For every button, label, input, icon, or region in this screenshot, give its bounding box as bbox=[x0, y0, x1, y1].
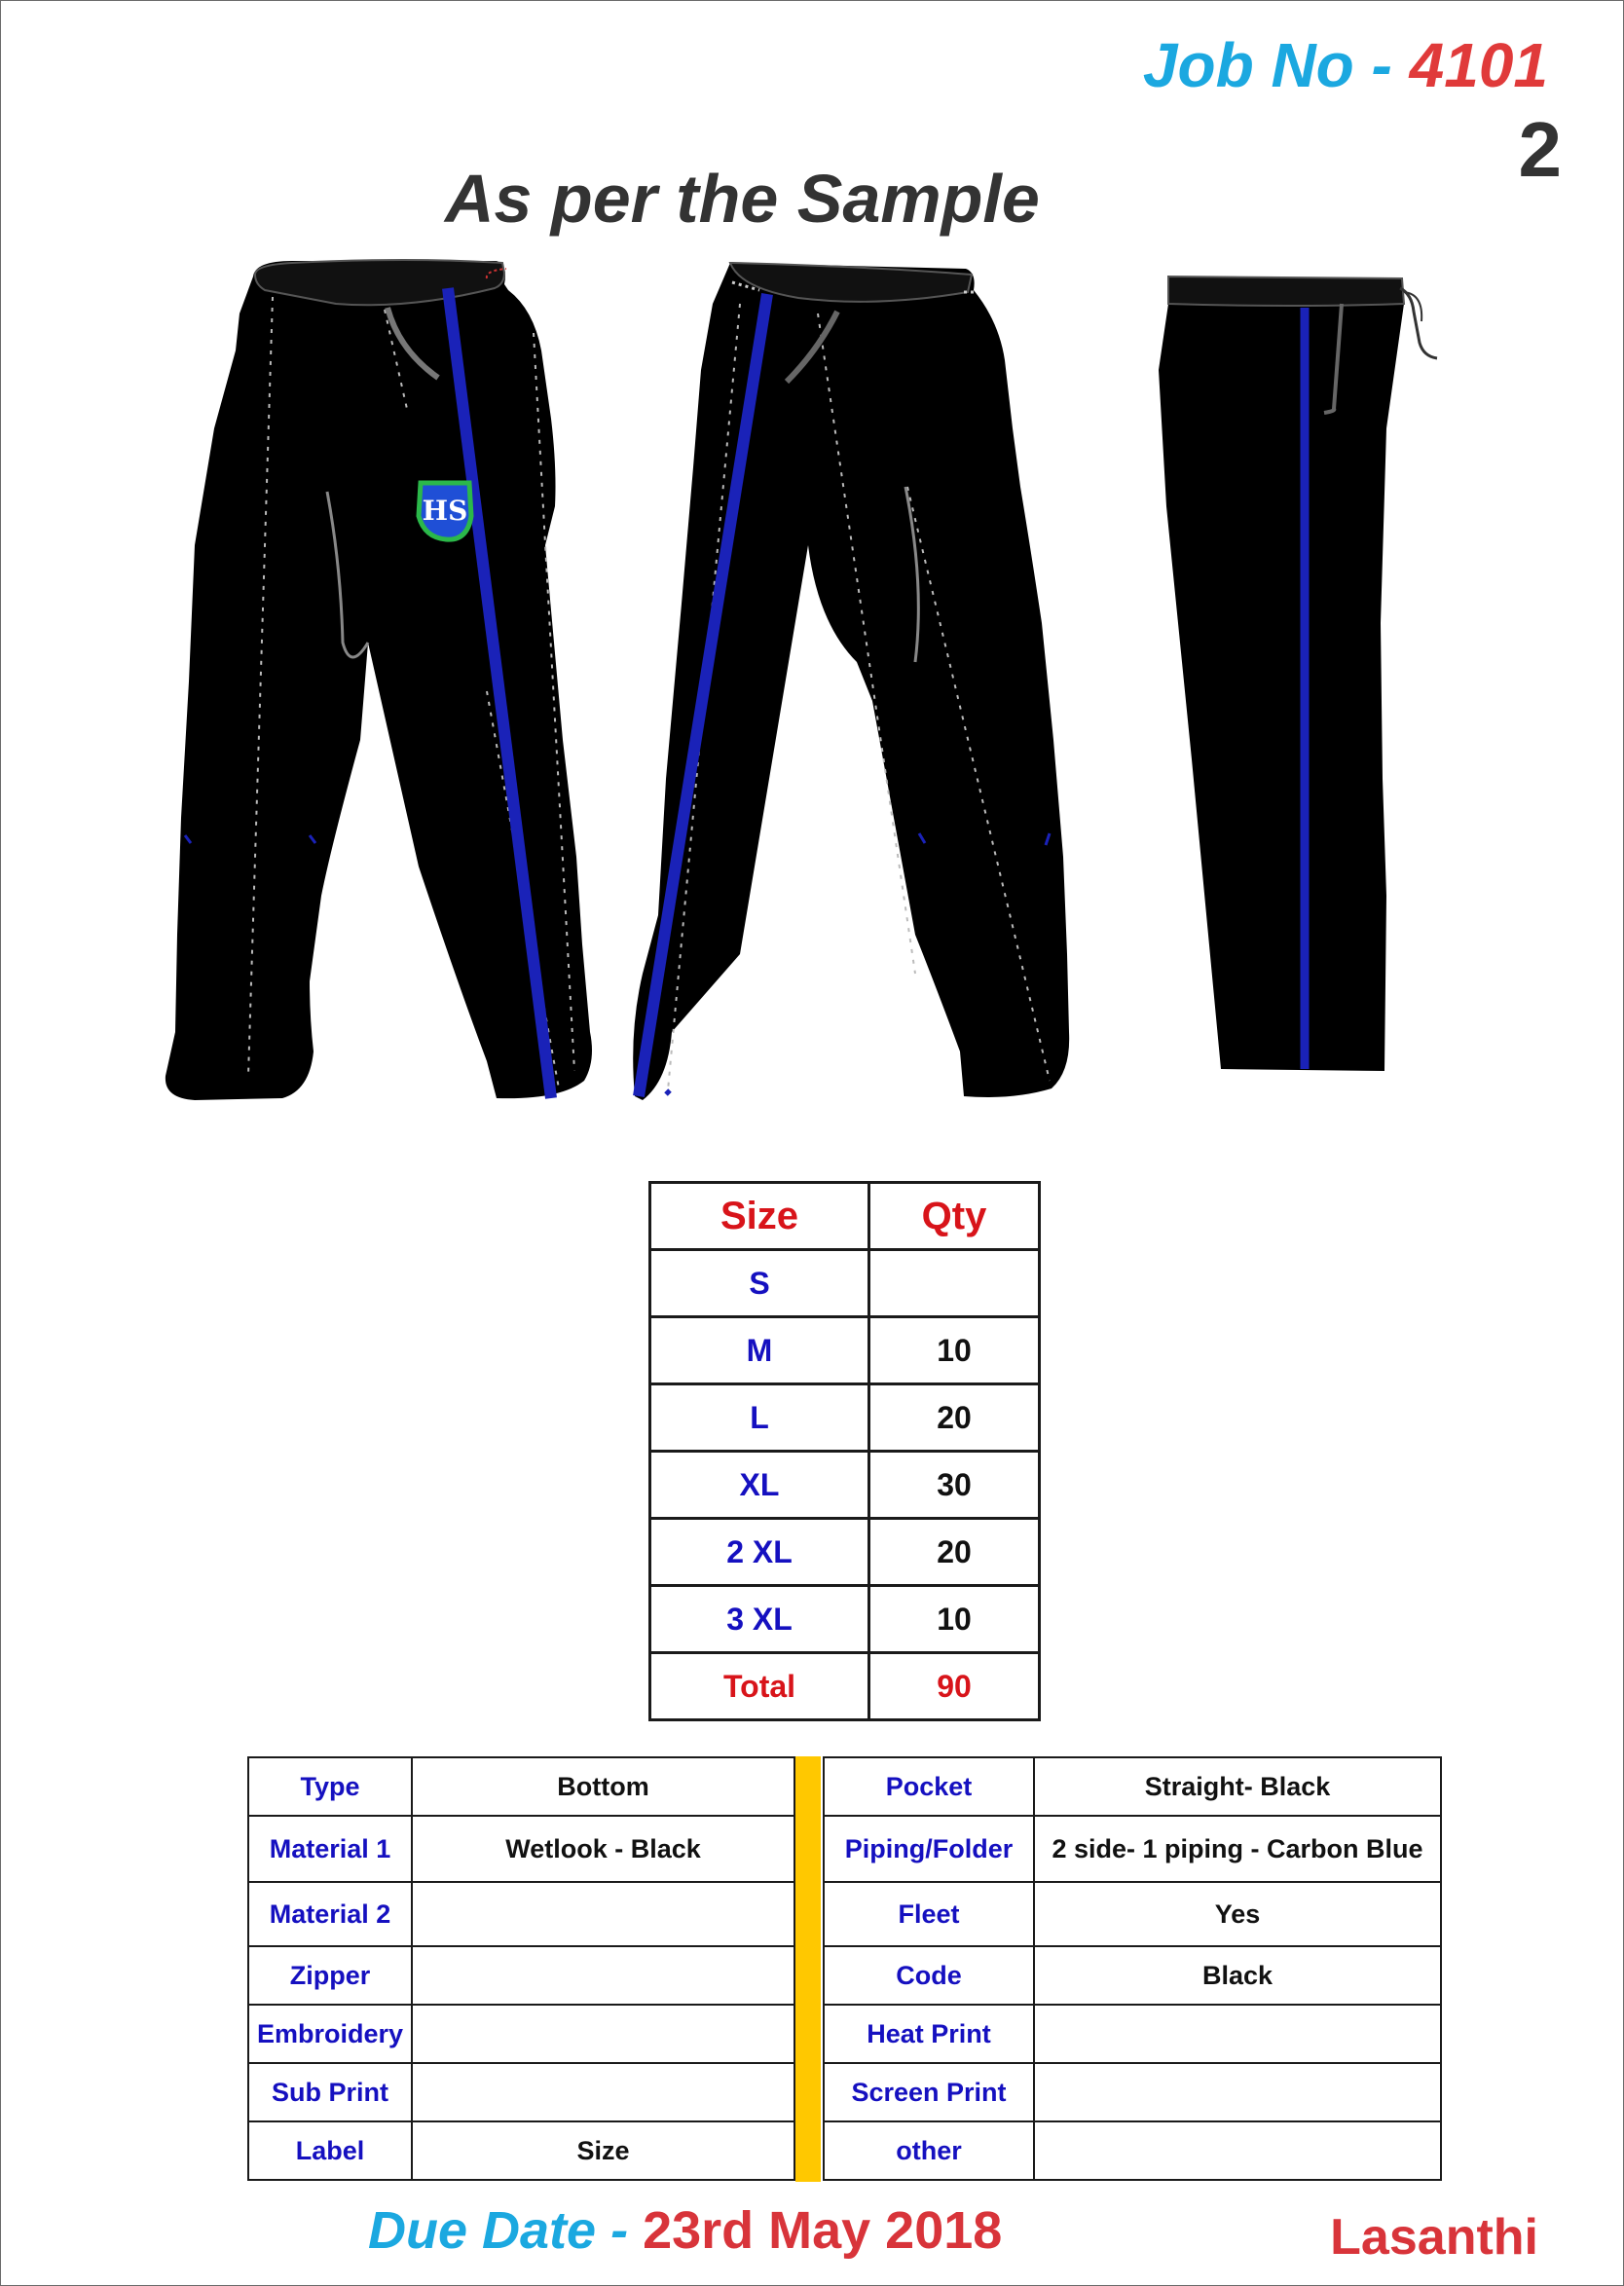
author-name: Lasanthi bbox=[1330, 2209, 1538, 2266]
spec-row: Piping/Folder 2 side- 1 piping - Carbon B… bbox=[823, 1815, 1442, 1883]
spec-key: Fleet bbox=[823, 1881, 1035, 1947]
yellow-divider bbox=[795, 1756, 821, 2182]
spec-value bbox=[1033, 2120, 1442, 2181]
pants-side-icon bbox=[1159, 275, 1438, 1071]
due-date-label: Due Date - bbox=[368, 2201, 644, 2260]
due-date-value: 23rd May 2018 bbox=[643, 2201, 1003, 2260]
spec-value bbox=[1033, 2062, 1442, 2122]
table-row: M 10 bbox=[648, 1315, 1041, 1385]
spec-key: Material 2 bbox=[247, 1881, 413, 1947]
school-crest-icon: HS bbox=[416, 480, 474, 542]
table-row: L 20 bbox=[648, 1383, 1041, 1453]
crest-text: HS bbox=[423, 495, 468, 527]
spec-row: Screen Print bbox=[823, 2062, 1442, 2122]
spec-row: Type Bottom bbox=[247, 1756, 795, 1817]
size-cell: 2 XL bbox=[648, 1517, 870, 1587]
total-label: Total bbox=[648, 1651, 870, 1721]
job-number: Job No - 4101 bbox=[1143, 29, 1548, 101]
qty-cell: 20 bbox=[867, 1517, 1041, 1587]
spec-key: Piping/Folder bbox=[823, 1815, 1035, 1883]
spec-value: Wetlook - Black bbox=[411, 1815, 795, 1883]
due-date: Due Date - 23rd May 2018 bbox=[368, 2200, 1002, 2261]
total-qty: 90 bbox=[867, 1651, 1041, 1721]
spec-row: Code Black bbox=[823, 1945, 1442, 2006]
spec-value: Straight- Black bbox=[1033, 1756, 1442, 1817]
spec-value: Black bbox=[1033, 1945, 1442, 2006]
spec-key: Heat Print bbox=[823, 2004, 1035, 2064]
size-table-header: Size Qty bbox=[648, 1181, 1041, 1251]
sheet-number: 2 bbox=[1518, 106, 1563, 193]
size-cell: S bbox=[648, 1248, 870, 1318]
qty-header: Qty bbox=[867, 1181, 1041, 1251]
spec-table-left: Type Bottom Material 1 Wetlook - Black Mat… bbox=[247, 1756, 795, 2181]
spec-key: Sub Print bbox=[247, 2062, 413, 2122]
size-quantity-table: Size Qty S M 10 L 20 XL 30 2 XL 20 3 XL … bbox=[648, 1181, 1041, 1721]
spec-value: 2 side- 1 piping - Carbon Blue bbox=[1033, 1815, 1442, 1883]
spec-row: other bbox=[823, 2120, 1442, 2181]
qty-cell: 10 bbox=[867, 1584, 1041, 1654]
spec-key: Type bbox=[247, 1756, 413, 1817]
job-label: Job No - bbox=[1142, 30, 1410, 100]
table-row: S bbox=[648, 1248, 1041, 1318]
qty-cell: 30 bbox=[867, 1450, 1041, 1520]
spec-value bbox=[411, 2062, 795, 2122]
qty-cell: 10 bbox=[867, 1315, 1041, 1385]
spec-key: Embroidery bbox=[247, 2004, 413, 2064]
spec-row: Material 1 Wetlook - Black bbox=[247, 1815, 795, 1883]
spec-row: Material 2 bbox=[247, 1881, 795, 1947]
spec-value: Yes bbox=[1033, 1881, 1442, 1947]
spec-row: Sub Print bbox=[247, 2062, 795, 2122]
spec-row: Zipper bbox=[247, 1945, 795, 2006]
pants-back-icon bbox=[633, 262, 1070, 1100]
spec-value bbox=[411, 1881, 795, 1947]
table-row: 3 XL 10 bbox=[648, 1584, 1041, 1654]
size-cell: L bbox=[648, 1383, 870, 1453]
size-header: Size bbox=[648, 1181, 870, 1251]
page-title: As per the Sample bbox=[445, 161, 1040, 237]
spec-value: Size bbox=[411, 2120, 795, 2181]
spec-key: Zipper bbox=[247, 1945, 413, 2006]
spec-value bbox=[1033, 2004, 1442, 2064]
spec-key: other bbox=[823, 2120, 1035, 2181]
spec-row: Label Size bbox=[247, 2120, 795, 2181]
size-cell: M bbox=[648, 1315, 870, 1385]
table-row: XL 30 bbox=[648, 1450, 1041, 1520]
job-number-value: 4101 bbox=[1409, 30, 1548, 100]
qty-cell: 20 bbox=[867, 1383, 1041, 1453]
table-row: 2 XL 20 bbox=[648, 1517, 1041, 1587]
spec-key: Pocket bbox=[823, 1756, 1035, 1817]
pants-front-icon: HS bbox=[165, 259, 592, 1100]
size-cell: XL bbox=[648, 1450, 870, 1520]
garment-views: HS bbox=[165, 259, 1438, 1100]
spec-row: Embroidery bbox=[247, 2004, 795, 2064]
spec-row: Pocket Straight- Black bbox=[823, 1756, 1442, 1817]
spec-row: Heat Print bbox=[823, 2004, 1442, 2064]
spec-row: Fleet Yes bbox=[823, 1881, 1442, 1947]
spec-key: Screen Print bbox=[823, 2062, 1035, 2122]
spec-key: Material 1 bbox=[247, 1815, 413, 1883]
spec-table-right: Pocket Straight- Black Piping/Folder 2 sid… bbox=[823, 1756, 1442, 2181]
spec-value bbox=[411, 2004, 795, 2064]
size-cell: 3 XL bbox=[648, 1584, 870, 1654]
spec-value bbox=[411, 1945, 795, 2006]
qty-cell bbox=[867, 1248, 1041, 1318]
spec-value: Bottom bbox=[411, 1756, 795, 1817]
spec-key: Label bbox=[247, 2120, 413, 2181]
total-row: Total 90 bbox=[648, 1651, 1041, 1721]
spec-key: Code bbox=[823, 1945, 1035, 2006]
